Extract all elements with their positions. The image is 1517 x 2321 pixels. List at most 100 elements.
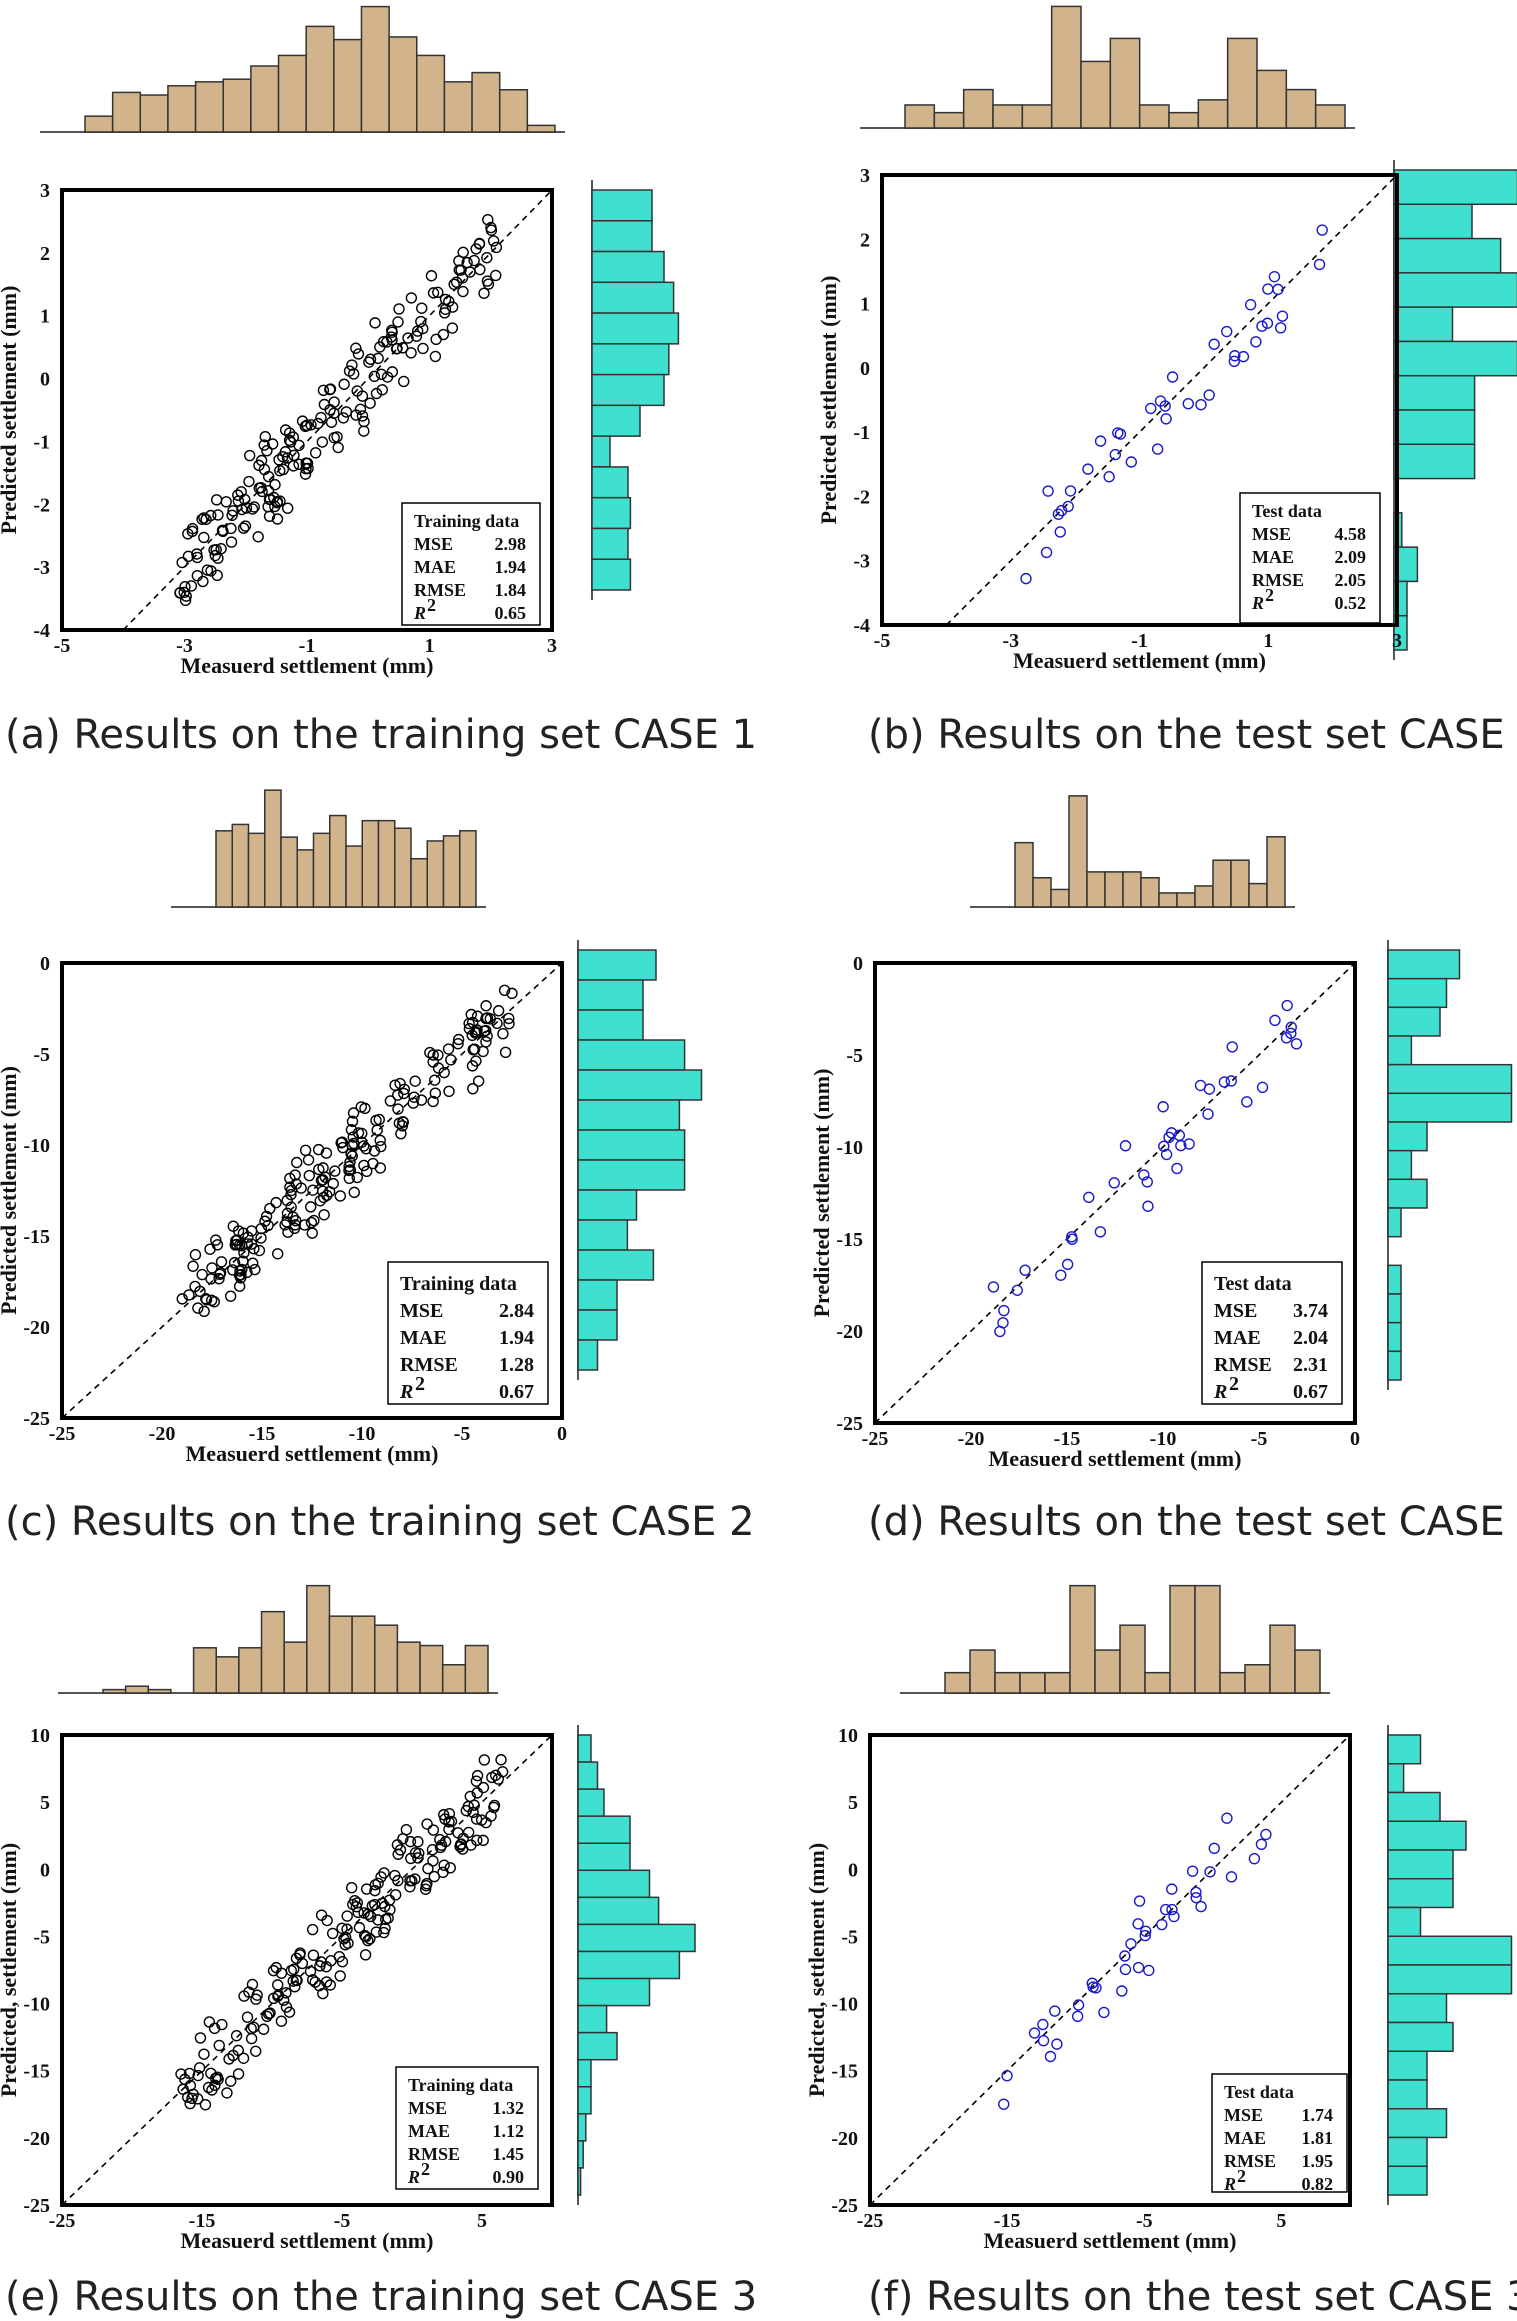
scatter-point	[453, 255, 465, 267]
scatter-point	[191, 551, 204, 564]
scatter-point	[490, 241, 503, 254]
scatter-point	[306, 1974, 319, 1986]
scatter-point	[1175, 1139, 1187, 1152]
scatter-point	[200, 1294, 213, 1306]
right-histogram-bar	[591, 189, 653, 222]
top-histogram-bar	[933, 111, 965, 129]
scatter-point	[263, 493, 276, 506]
scatter-point	[420, 1879, 432, 1892]
stats-value: 0.67	[499, 1381, 534, 1403]
scatter-point	[280, 2001, 293, 2013]
scatter-point	[1160, 1148, 1173, 1161]
scatter-point	[1142, 1200, 1154, 1212]
scatter-point	[1133, 1895, 1146, 1907]
stats-label: MSE	[1224, 2105, 1263, 2125]
scatter-point	[434, 1841, 447, 1854]
right-histogram-bar	[591, 312, 680, 345]
right-histogram-bar	[1387, 1149, 1413, 1181]
scatter-point	[421, 1818, 433, 1830]
scatter-point	[472, 1075, 485, 1087]
scatter-point	[372, 352, 384, 365]
stats-label: MAE	[408, 2121, 450, 2141]
plot-frame	[880, 173, 1399, 627]
top-histogram-bar	[1140, 877, 1160, 908]
scatter-point	[1064, 485, 1077, 497]
scatter-point	[427, 1049, 439, 1061]
right-histogram-bar	[577, 1249, 655, 1281]
scatter-point	[361, 1165, 373, 1178]
scatter-point	[1250, 336, 1262, 348]
top-histogram	[40, 5, 565, 133]
scatter-point	[348, 1137, 360, 1150]
scatter-point	[343, 1172, 355, 1184]
scatter-point	[1125, 1938, 1137, 1950]
scatter-point	[243, 449, 256, 462]
scatter-point	[375, 368, 388, 380]
right-histogram	[577, 1725, 696, 2205]
top-histogram-bar	[1014, 841, 1034, 908]
scatter-point	[317, 1191, 330, 1204]
scatter-point	[1256, 320, 1268, 332]
scatter-point	[241, 2011, 254, 2023]
panel-caption: (b) Results on the test set CASE 1	[868, 712, 1517, 758]
scatter-point	[356, 1136, 368, 1148]
scatter-point	[417, 322, 429, 335]
top-histogram-bar	[1080, 60, 1112, 129]
scatter-point	[398, 1087, 410, 1100]
scatter-point	[379, 1900, 391, 1913]
x-tick-label: -15	[994, 2210, 1021, 2232]
top-histogram-bar	[1158, 892, 1178, 908]
scatter-point	[270, 1961, 282, 1974]
x-axis-title: Measuerd settlement (mm)	[1013, 648, 1266, 673]
scatter-point	[224, 1290, 237, 1302]
scatter-point	[320, 1147, 333, 1159]
top-histogram-bar	[328, 1615, 353, 1694]
right-histogram-bar	[591, 558, 632, 591]
scatter-point	[471, 1834, 483, 1847]
scatter-point	[432, 286, 444, 299]
right-histogram-bar	[1387, 1849, 1454, 1880]
stats-box: Test data MSE 1.74 MAE 1.81 RMSE 1.95 R 2 0.82	[1211, 2073, 1348, 2194]
y-tick-label: -4	[33, 620, 50, 642]
scatter-point	[397, 1116, 409, 1128]
stats-box-frame	[395, 2066, 539, 2190]
scatter-point	[266, 438, 279, 450]
scatter-point	[359, 1929, 371, 1942]
top-histogram-bar	[222, 78, 252, 133]
scatter-point	[475, 1814, 488, 1826]
scatter-point	[320, 1976, 333, 1988]
scatter-point	[211, 569, 223, 582]
x-tick-label: -5	[1251, 1428, 1268, 1450]
scatter-point	[283, 434, 296, 446]
scatter-point	[198, 531, 210, 544]
right-histogram	[1393, 160, 1517, 660]
x-tick-label: 1	[425, 635, 435, 657]
scatter-point	[1112, 427, 1124, 439]
scatter-point	[393, 303, 405, 315]
scatter-point	[233, 1280, 246, 1292]
scatter-point	[470, 1026, 482, 1038]
top-histogram-bar	[1019, 1671, 1046, 1694]
right-histogram-bar	[1393, 409, 1476, 446]
scatter-point	[404, 1835, 417, 1848]
scatter-point	[202, 2081, 215, 2094]
scatter-point	[261, 2010, 273, 2022]
stats-value: 1.45	[493, 2144, 525, 2164]
scatter-point	[253, 459, 265, 472]
x-tick-label: -1	[1131, 630, 1148, 652]
scatter-point	[182, 550, 195, 562]
scatter-point	[255, 1222, 268, 1235]
scatter-point	[309, 1976, 321, 1988]
scatter-point	[409, 1075, 421, 1087]
scatter-point	[323, 1185, 336, 1198]
scatter-point	[351, 1171, 363, 1184]
scatter-point	[499, 1046, 512, 1059]
scatter-point	[378, 1867, 390, 1879]
identity-line	[869, 1734, 1351, 2206]
scatter-point	[362, 1908, 374, 1920]
scatter-point	[205, 1273, 217, 1285]
scatter-point	[1020, 572, 1032, 585]
x-tick-label: -5	[54, 635, 71, 657]
scatter-point	[1208, 1842, 1220, 1855]
right-histogram-bar	[577, 2086, 592, 2115]
